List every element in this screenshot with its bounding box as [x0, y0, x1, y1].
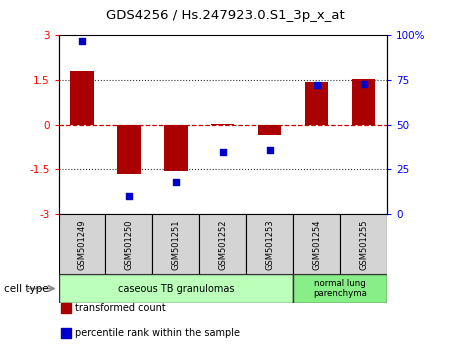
Text: caseous TB granulomas: caseous TB granulomas [117, 284, 234, 293]
Bar [58, 214, 105, 274]
Point [172, 179, 180, 185]
Text: GSM501252: GSM501252 [218, 219, 227, 269]
Bar [105, 214, 153, 274]
Text: GDS4256 / Hs.247923.0.S1_3p_x_at: GDS4256 / Hs.247923.0.S1_3p_x_at [106, 9, 344, 22]
Bar [305, 81, 328, 125]
Bar [164, 125, 188, 171]
Bar [293, 214, 340, 274]
Bar [153, 214, 199, 274]
Text: percentile rank within the sample: percentile rank within the sample [75, 328, 240, 338]
Text: GSM501255: GSM501255 [359, 219, 368, 269]
Text: GSM501250: GSM501250 [124, 219, 133, 269]
Point [313, 82, 320, 88]
Text: normal lung
parenchyma: normal lung parenchyma [313, 279, 367, 298]
Text: GSM501253: GSM501253 [265, 219, 274, 270]
Text: GSM501249: GSM501249 [77, 219, 86, 269]
Point [266, 147, 273, 153]
Point [219, 149, 226, 154]
Bar [199, 214, 246, 274]
Bar [352, 79, 375, 125]
Bar [117, 125, 140, 174]
Text: GSM501251: GSM501251 [171, 219, 180, 269]
Bar [246, 214, 293, 274]
Point [125, 193, 132, 199]
Bar [70, 71, 94, 125]
Point [360, 81, 367, 86]
Text: cell type: cell type [4, 284, 49, 294]
Bar [340, 214, 387, 274]
Bar [211, 124, 234, 125]
Bar [58, 274, 293, 303]
Bar [258, 125, 281, 135]
Text: transformed count: transformed count [75, 303, 166, 313]
Point [78, 38, 86, 44]
Text: GSM501254: GSM501254 [312, 219, 321, 269]
Bar [293, 274, 387, 303]
